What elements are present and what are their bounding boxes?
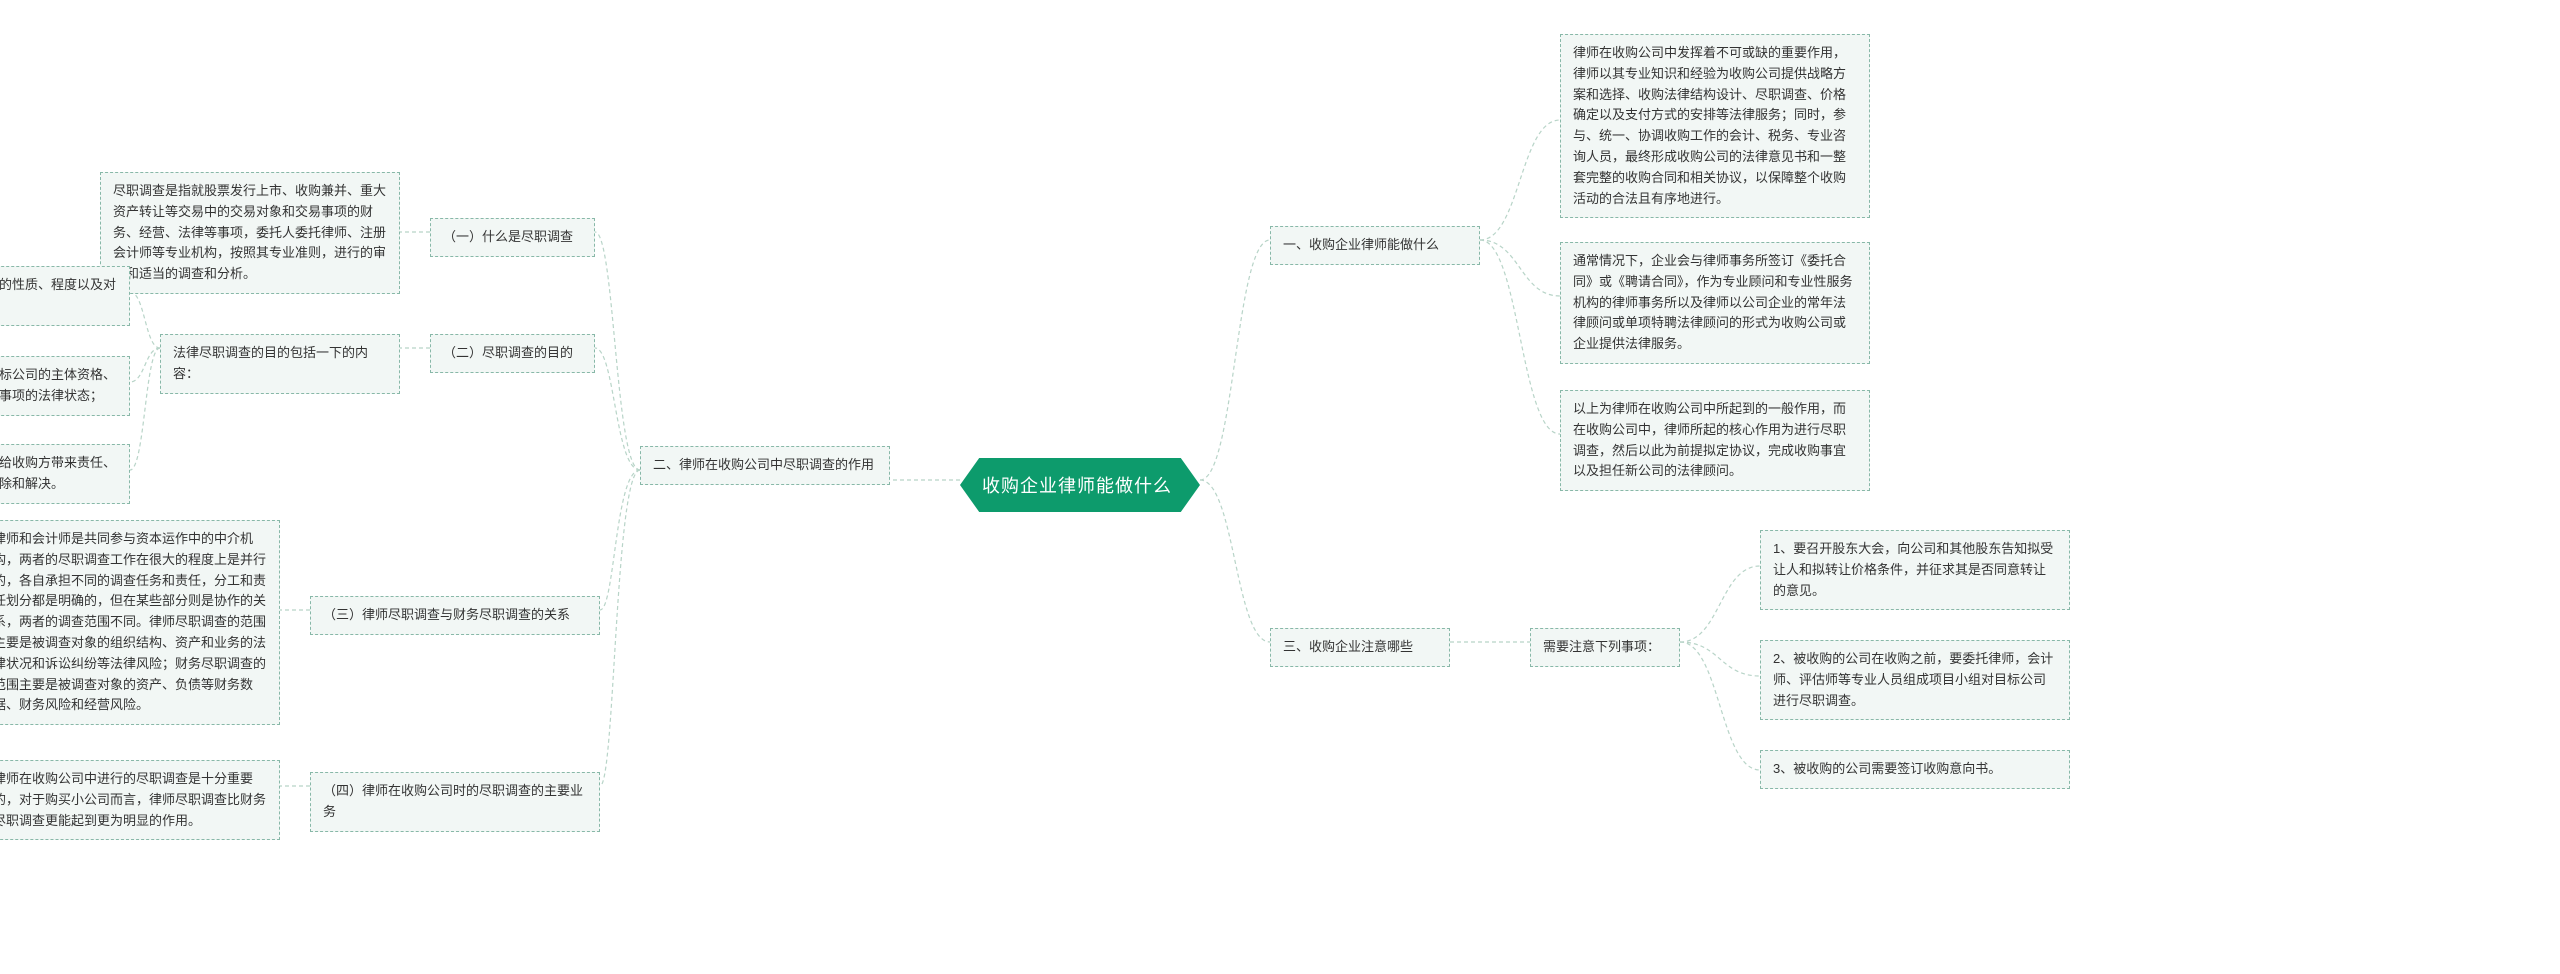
branch-left-child-3: （三）律师尽职调查与财务尽职调查的关系 [310, 596, 600, 635]
branch-right-2-mid: 需要注意下列事项： [1530, 628, 1680, 667]
branch-left-child-2: （二）尽职调查的目的 [430, 334, 595, 373]
leaf-l4: 律师在收购公司中进行的尽职调查是十分重要的，对于购买小公司而言，律师尽职调查比财… [0, 760, 280, 840]
leaf-l2-b: 第二，可以使收购方掌握目标公司的主体资格、资产权属、债权债务等重大事项的法律状态… [0, 356, 130, 416]
leaf-l3: 律师和会计师是共同参与资本运作中的中介机构，两者的尽职调查工作在很大的程度上是并… [0, 520, 280, 725]
leaf-l1: 尽职调查是指就股票发行上市、收购兼并、重大资产转让等交易中的交易对象和交易事项的… [100, 172, 400, 294]
branch-left-child-2-mid: 法律尽职调查的目的包括一下的内容： [160, 334, 400, 394]
leaf-r2-c: 3、被收购的公司需要签订收购意向书。 [1760, 750, 2070, 789]
branch-right-2: 三、收购企业注意哪些 [1270, 628, 1450, 667]
leaf-r2-b: 2、被收购的公司在收购之前，要委托律师，会计师、评估师等专业人员组成项目小组对目… [1760, 640, 2070, 720]
branch-left-child-1: （一）什么是尽职调查 [430, 218, 595, 257]
leaf-r1-c: 以上为律师在收购公司中所起到的一般作用，而在收购公司中，律师所起的核心作用为进行… [1560, 390, 1870, 491]
leaf-r2-a: 1、要召开股东大会，向公司和其他股东告知拟受让人和拟转让价格条件，并征求其是否同… [1760, 530, 2070, 610]
leaf-r1-b: 通常情况下，企业会与律师事务所签订《委托合同》或《聘请合同》，作为专业顾问和专业… [1560, 242, 1870, 364]
leaf-l2-a: 第一，发现风险，判断风险的性质、程度以及对并购活动的影响和后果； [0, 266, 130, 326]
leaf-r1-a: 律师在收购公司中发挥着不可或缺的重要作用，律师以其专业知识和经验为收购公司提供战… [1560, 34, 1870, 218]
branch-right-1: 一、收购企业律师能做什么 [1270, 226, 1480, 265]
branch-left-main: 二、律师在收购公司中尽职调查的作用 [640, 446, 890, 485]
root-node: 收购企业律师能做什么 [960, 458, 1200, 512]
branch-left-child-4: （四）律师在收购公司时的尽职调查的主要业务 [310, 772, 600, 832]
leaf-l2-c: 第三，了解那些情况可能会给收购方带来责任、负担，以及是否可能予以消除和解决。 [0, 444, 130, 504]
